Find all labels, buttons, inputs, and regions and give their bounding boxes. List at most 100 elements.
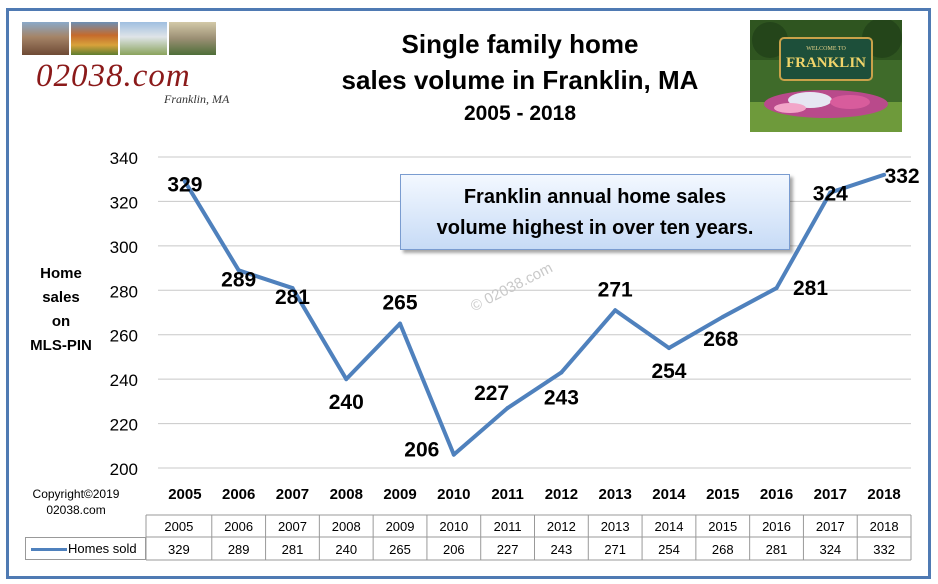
table-header-cell: 2006	[224, 519, 253, 534]
logo-text: 02038.com	[36, 58, 191, 94]
table-value-cell: 281	[766, 542, 788, 557]
y-tick-label: 320	[110, 193, 138, 212]
data-table-legend: Homes sold	[25, 537, 146, 560]
copyright-line2: 02038.com	[46, 503, 106, 517]
table-value-cell: 254	[658, 542, 680, 557]
table-value-cell: 324	[819, 542, 841, 557]
table-header-cell: 2013	[601, 519, 630, 534]
series-line-segment	[666, 314, 725, 351]
copyright-note: Copyright©2019 02038.com	[26, 486, 126, 518]
callout-line2: volume highest in over ten years.	[436, 217, 754, 239]
table-value-cell: 281	[282, 542, 304, 557]
data-label: 240	[329, 391, 364, 414]
series-line-segment	[613, 308, 671, 351]
annotation-callout: Franklin annual home sales volume highes…	[400, 174, 790, 250]
chart-title-line2: sales volume in Franklin, MA	[341, 65, 699, 95]
y-tick-label: 240	[110, 371, 138, 390]
data-label: 324	[813, 183, 848, 206]
table-value-cell: 240	[335, 542, 357, 557]
table-value-cell: 332	[873, 542, 895, 557]
table-value-cell: 289	[228, 542, 250, 557]
table-header-cell: 2018	[870, 519, 899, 534]
data-label: 254	[651, 360, 686, 383]
legend-line-swatch	[31, 548, 67, 551]
data-label: 206	[404, 439, 439, 462]
x-tick-label: 2006	[222, 486, 255, 503]
y-axis-label-line: MLS-PIN	[30, 337, 92, 354]
chart-title-line1: Single family home	[401, 29, 639, 59]
table-value-cell: 206	[443, 542, 465, 557]
table-value-cell: 265	[389, 542, 411, 557]
chart-subtitle: 2005 - 2018	[463, 102, 577, 125]
series-line-segment	[720, 286, 779, 319]
site-logo: 02038.com Franklin, MA	[22, 22, 242, 106]
logo-thumb-photo	[71, 22, 118, 55]
x-tick-label: 2007	[276, 486, 309, 503]
table-value-cell: 268	[712, 542, 734, 557]
data-label: 332	[885, 165, 920, 188]
y-tick-label: 260	[110, 327, 138, 346]
logo-thumb-photo	[169, 22, 216, 55]
y-axis-label-line: Home	[40, 265, 82, 282]
x-tick-label: 2012	[545, 486, 578, 503]
y-tick-label: 300	[110, 238, 138, 257]
series-line-segment	[505, 370, 564, 411]
callout-line1: Franklin annual home sales	[463, 186, 727, 208]
x-tick-label: 2014	[652, 486, 686, 503]
x-tick-label: 2016	[760, 486, 793, 503]
data-label: 243	[544, 386, 579, 409]
series-line-segment	[236, 268, 295, 291]
logo-thumb-photo	[22, 22, 69, 55]
data-label: 265	[383, 292, 418, 315]
data-label: 227	[474, 382, 509, 405]
table-value-cell: 227	[497, 542, 519, 557]
y-tick-label: 220	[110, 416, 138, 435]
table-header-cell: 2014	[655, 519, 684, 534]
x-tick-label: 2005	[168, 486, 201, 503]
table-value-cell: 271	[604, 542, 626, 557]
logo-thumb-photo	[120, 22, 167, 55]
data-label: 289	[221, 268, 256, 291]
data-label: 281	[275, 286, 310, 309]
x-tick-label: 2009	[383, 486, 416, 503]
x-tick-label: 2013	[598, 486, 631, 503]
data-label: 329	[167, 173, 202, 196]
legend-series-name: Homes sold	[68, 541, 137, 556]
table-header-cell: 2007	[278, 519, 307, 534]
table-header-cell: 2017	[816, 519, 845, 534]
table-header-cell: 2015	[708, 519, 737, 534]
logo-subtext: Franklin, MA	[164, 92, 230, 106]
y-tick-label: 340	[110, 149, 138, 168]
y-tick-label: 200	[110, 460, 138, 479]
x-tick-label: 2010	[437, 486, 470, 503]
table-header-cell: 2005	[164, 519, 193, 534]
x-tick-label: 2008	[330, 486, 363, 503]
chart-title-block: Single family home sales volume in Frank…	[300, 26, 740, 128]
y-axis-label-line: on	[51, 313, 71, 330]
series-line-segment	[451, 406, 510, 457]
table-value-cell: 243	[551, 542, 573, 557]
sign-small-text: WELCOME TO	[806, 46, 846, 52]
welcome-sign-photo: WELCOME TO FRANKLIN	[750, 20, 902, 132]
table-header-cell: 2011	[494, 519, 522, 534]
series-line-segment	[828, 172, 887, 195]
welcome-sign-image: WELCOME TO FRANKLIN	[750, 20, 902, 132]
x-tick-label: 2017	[814, 486, 847, 503]
copyright-line1: Copyright©2019	[32, 487, 120, 501]
table-value-cell: 329	[168, 542, 190, 557]
data-label: 268	[703, 328, 738, 351]
y-axis-label: Home sales on MLS-PIN	[20, 262, 102, 358]
y-axis-label-line: sales	[42, 289, 80, 306]
series-line-segment	[182, 179, 241, 273]
table-header-cell: 2012	[547, 519, 576, 534]
series-line-segment	[398, 321, 456, 457]
data-label: 281	[793, 277, 828, 300]
table-header-cell: 2009	[386, 519, 415, 534]
table-header-cell: 2010	[439, 519, 468, 534]
series-line-segment	[344, 321, 403, 382]
sign-name-text: FRANKLIN	[786, 55, 866, 71]
series-line-segment	[290, 286, 349, 382]
table-header-cell: 2016	[762, 519, 791, 534]
series-line-segment	[774, 190, 833, 291]
